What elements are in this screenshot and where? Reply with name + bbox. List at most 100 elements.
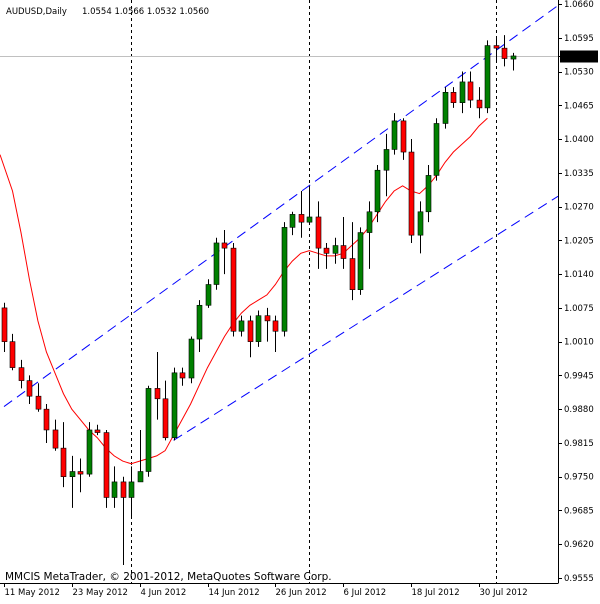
candle-body-bear xyxy=(400,120,407,153)
candle xyxy=(111,466,118,508)
candle xyxy=(323,242,330,269)
candle xyxy=(247,315,254,358)
candle-body-bear xyxy=(501,47,508,59)
candle-body-bull xyxy=(383,149,390,171)
candle xyxy=(289,211,296,236)
candle-body-bull xyxy=(484,45,491,109)
channel-line-lower[interactable] xyxy=(173,195,559,441)
candle-body-bear xyxy=(340,245,347,259)
price-tick-label: 0.9620 xyxy=(564,540,594,550)
candle xyxy=(230,242,237,337)
chart-symbol: AUDUSD,Daily xyxy=(6,7,67,17)
candle-body-bear xyxy=(179,372,186,379)
candle-body-bull xyxy=(366,211,373,233)
time-tick-label: 30 Jul 2012 xyxy=(480,588,528,598)
candle-body-bull xyxy=(171,372,178,439)
candle xyxy=(315,201,322,269)
candle xyxy=(332,237,339,264)
candle-body-bear xyxy=(272,320,279,332)
candle-body-bear xyxy=(9,341,16,368)
candle-body-bull xyxy=(391,120,398,150)
candle xyxy=(69,455,76,508)
candle-body-bear xyxy=(493,45,500,49)
candle xyxy=(1,302,8,353)
candle xyxy=(213,237,220,290)
price-tick-label: 0.9945 xyxy=(564,371,594,381)
candle xyxy=(281,222,288,337)
candle-body-bear xyxy=(35,395,42,410)
price-tick-label: 1.0335 xyxy=(564,169,594,179)
candle-body-bear xyxy=(18,367,25,381)
candle xyxy=(154,352,161,420)
candle xyxy=(383,133,390,197)
candle-body-bull xyxy=(145,388,152,472)
candle-body-bear xyxy=(298,214,305,223)
time-tick-label: 26 Jun 2012 xyxy=(276,588,327,598)
candle-body-bull xyxy=(213,242,220,285)
candle xyxy=(306,185,313,225)
candle-body-bull xyxy=(196,304,203,340)
candle xyxy=(510,52,517,71)
candle-body-bull xyxy=(86,429,93,475)
candle xyxy=(179,367,186,386)
candle-body-bear xyxy=(476,99,483,109)
candle xyxy=(425,165,432,223)
candle xyxy=(43,403,50,443)
candle-body-bear xyxy=(450,92,457,103)
price-tick-label: 1.0270 xyxy=(564,203,594,213)
candle-body-bear xyxy=(103,432,110,498)
candle xyxy=(145,385,152,477)
candle-body-bull xyxy=(128,481,135,498)
price-tick-label: 1.0205 xyxy=(564,236,594,246)
price-tick-label: 1.0400 xyxy=(564,135,594,145)
candle-body-bull xyxy=(417,211,424,236)
candle xyxy=(484,40,491,114)
price-tick-label: 0.9685 xyxy=(564,506,594,516)
candle-body-bear xyxy=(77,471,84,475)
candle-body-bull xyxy=(425,175,432,213)
candle xyxy=(255,310,262,347)
candle xyxy=(264,307,271,342)
plot-area[interactable] xyxy=(0,0,558,583)
time-tick-label: 6 Jul 2012 xyxy=(344,588,387,598)
candle-body-bear xyxy=(221,242,228,249)
candle xyxy=(86,422,93,477)
candle xyxy=(400,118,407,160)
candle xyxy=(52,419,59,451)
price-tick-label: 1.0010 xyxy=(564,338,594,348)
period-separators xyxy=(131,0,497,583)
candle xyxy=(417,201,424,254)
price-tick-label: 1.0140 xyxy=(564,270,594,280)
time-axis[interactable]: 11 May 2012 23 May 2012 4 Jun 2012 14 Jun 2… xyxy=(4,583,528,598)
price-tick-label: 0.9555 xyxy=(564,574,594,584)
price-axis[interactable]: 1.0660 1.0595 1.0560 1.0530 1.0465 1.0400 1.03… xyxy=(558,0,594,584)
candle-body-bull xyxy=(289,214,296,228)
candle xyxy=(205,279,212,308)
candle xyxy=(493,37,500,62)
candle-body-bear xyxy=(162,398,169,439)
candle xyxy=(349,222,356,301)
price-tick-label: 0.9750 xyxy=(564,473,594,483)
price-tick-label: 1.0075 xyxy=(564,304,594,314)
candle xyxy=(391,113,398,155)
candle-body-bear xyxy=(315,216,322,249)
candle-body-bull xyxy=(281,227,288,332)
price-tick-label: 1.0660 xyxy=(564,0,594,10)
candle-body-bear xyxy=(120,481,127,498)
candle xyxy=(35,383,42,412)
channel-line-upper[interactable] xyxy=(3,5,559,407)
candle-body-bull xyxy=(111,481,118,498)
copyright-notice: MMCIS MetaTrader, © 2001-2012, MetaQuote… xyxy=(5,571,332,583)
trend-channel[interactable] xyxy=(3,5,559,441)
candle xyxy=(94,424,101,436)
candle xyxy=(26,375,33,404)
price-tick-label: 1.0595 xyxy=(564,34,594,44)
candle xyxy=(408,139,415,243)
candle xyxy=(171,367,178,441)
candle-body-bull xyxy=(205,284,212,306)
candle-body-bear xyxy=(349,258,356,291)
candle-body-bull xyxy=(433,123,440,176)
candle xyxy=(238,315,245,337)
